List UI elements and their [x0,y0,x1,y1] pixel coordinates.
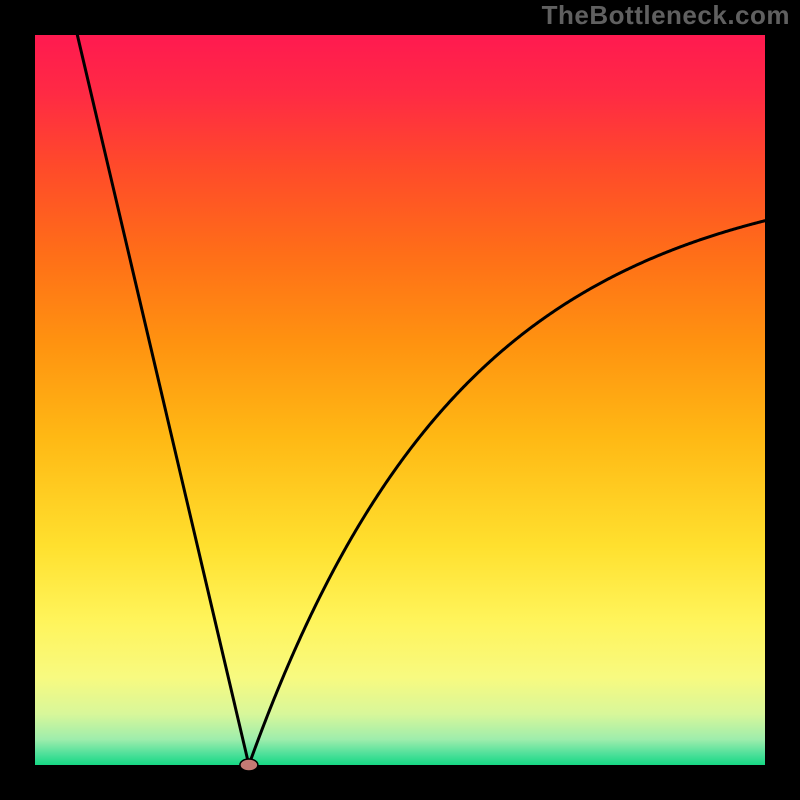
plot-background [35,35,765,765]
chart-container: TheBottleneck.com [0,0,800,800]
optimum-marker [240,759,258,771]
watermark-text: TheBottleneck.com [542,0,790,31]
bottleneck-chart [0,0,800,800]
